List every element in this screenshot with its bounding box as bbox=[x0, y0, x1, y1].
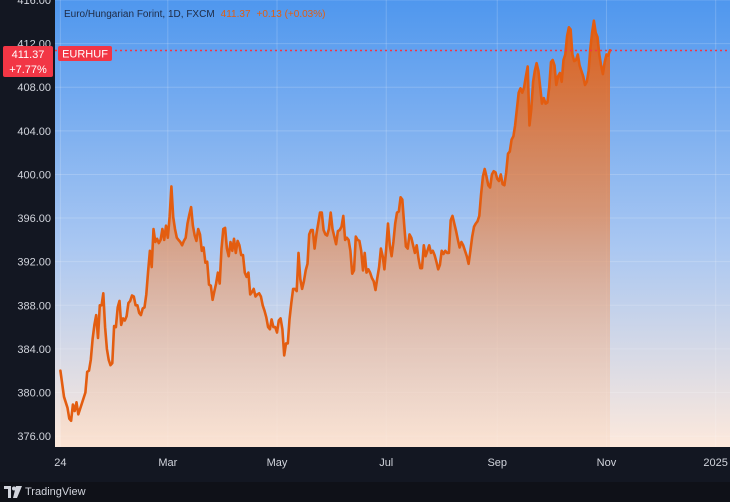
y-tick-label: 408.00 bbox=[17, 82, 51, 94]
y-tick-label: 416.00 bbox=[17, 0, 51, 7]
last-price-value: 411.37 bbox=[12, 49, 45, 61]
y-tick-label: 396.00 bbox=[17, 213, 51, 225]
y-tick-label: 384.00 bbox=[17, 344, 51, 356]
tradingview-logo-icon[interactable] bbox=[4, 486, 22, 498]
last-price-change: +7.77% bbox=[9, 64, 47, 76]
brand-bar: TradingView bbox=[0, 482, 730, 502]
x-axis-panel[interactable] bbox=[0, 447, 730, 482]
x-tick-label: Jul bbox=[379, 457, 393, 469]
legend-exchange: FXCM bbox=[186, 9, 214, 20]
y-tick-labels: 376.00 380.00 384.00 388.00 392.00 396.00 400.… bbox=[17, 0, 51, 443]
symbol-tag: EURHUF bbox=[58, 46, 112, 61]
x-tick-label: Mar bbox=[158, 457, 177, 469]
legend-sep-1: , bbox=[162, 9, 168, 20]
x-tick-label: May bbox=[267, 457, 288, 469]
legend-symbol: Euro/Hungarian Forint bbox=[64, 9, 163, 20]
x-tick-label: Sep bbox=[487, 457, 507, 469]
legend-change: +0.13 (+0.03%) bbox=[257, 9, 326, 20]
y-tick-label: 400.00 bbox=[17, 169, 51, 181]
series-line bbox=[59, 19, 612, 423]
symbol-tag-label: EURHUF bbox=[62, 49, 108, 61]
series-area bbox=[60, 20, 610, 447]
y-tick-label: 380.00 bbox=[17, 387, 51, 399]
y-tick-label: 404.00 bbox=[17, 126, 51, 138]
x-tick-labels: 24 Mar May Jul Sep Nov 2025 bbox=[54, 457, 728, 469]
y-tick-label: 392.00 bbox=[17, 257, 51, 269]
x-tick-label: Nov bbox=[597, 457, 617, 469]
chart-legend: Euro/Hungarian Forint, 1D, FXCM 411.37 +0.… bbox=[64, 9, 325, 20]
legend-sep-2: , bbox=[181, 9, 187, 20]
brand-name[interactable]: TradingView bbox=[25, 486, 86, 498]
legend-interval: 1D bbox=[168, 9, 181, 20]
y-tick-label: 388.00 bbox=[17, 300, 51, 312]
last-price-tag: 411.37 +7.77% bbox=[3, 46, 53, 77]
legend-last: 411.37 bbox=[221, 9, 251, 20]
x-tick-label: 2025 bbox=[703, 457, 727, 469]
x-tick-label: 24 bbox=[54, 457, 66, 469]
y-tick-label: 376.00 bbox=[17, 431, 51, 443]
